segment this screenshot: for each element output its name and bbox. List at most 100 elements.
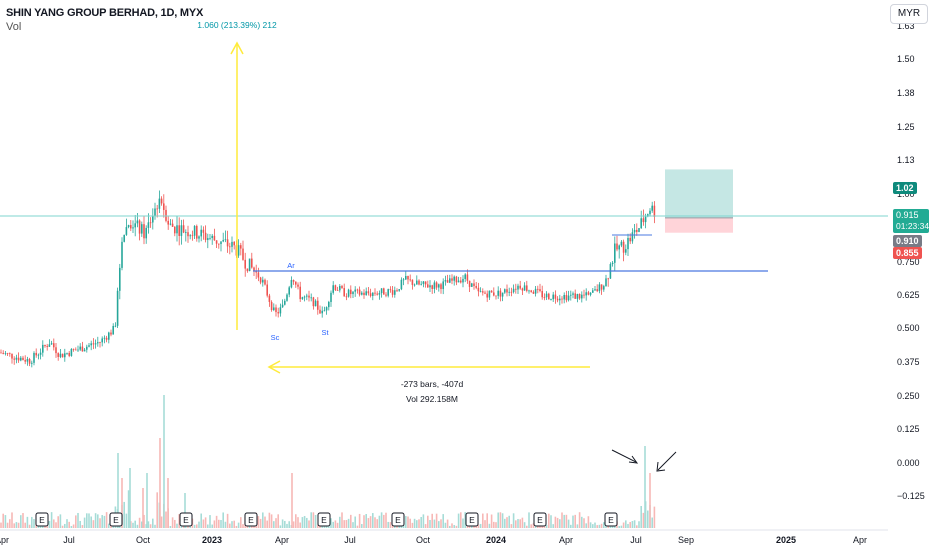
- volume-spike: [121, 478, 123, 528]
- candle-body: [207, 238, 209, 240]
- candle-body: [26, 359, 29, 362]
- volume-bar: [561, 512, 563, 528]
- volume-bar: [332, 521, 334, 528]
- candle-body: [20, 357, 22, 361]
- candle-body: [281, 304, 284, 308]
- candle-body: [328, 301, 330, 308]
- candle-body: [530, 290, 532, 292]
- candle-body: [627, 237, 629, 250]
- price-axis-label: −0.125: [897, 491, 925, 501]
- volume-spike: [117, 453, 119, 528]
- volume-bar: [356, 525, 359, 528]
- candle-body: [149, 222, 152, 224]
- volume-bar: [72, 524, 75, 528]
- volume-bar: [4, 515, 7, 528]
- volume-bar: [275, 518, 277, 528]
- volume-bar: [209, 515, 211, 528]
- candle-body: [611, 262, 614, 265]
- candle-body: [198, 236, 200, 239]
- volume-bar: [418, 519, 420, 528]
- candle-body: [244, 259, 246, 269]
- volume-bar: [387, 521, 389, 528]
- volume-bar: [59, 514, 62, 528]
- candle-body: [352, 291, 354, 295]
- candle-body: [367, 291, 370, 294]
- volume-bar: [585, 523, 587, 528]
- volume-bar: [277, 514, 279, 528]
- volume-bar: [317, 524, 319, 528]
- volume-bar: [614, 525, 616, 528]
- candle-body: [180, 225, 183, 236]
- candle-body: [169, 223, 172, 225]
- volume-bar: [299, 522, 301, 528]
- volume-bar: [633, 520, 636, 528]
- candle-body: [495, 295, 497, 297]
- volume-bar: [94, 513, 97, 528]
- candle-body: [411, 279, 414, 285]
- volume-bar: [273, 521, 275, 528]
- volume-bar: [545, 524, 548, 528]
- volume-bar: [180, 525, 183, 528]
- volume-bar: [154, 524, 156, 528]
- candle-body: [229, 246, 231, 248]
- candle-body: [468, 280, 471, 287]
- volume-spike: [644, 446, 646, 528]
- volume-bar: [528, 512, 530, 528]
- volume-bar: [600, 523, 603, 528]
- candle-body: [383, 288, 385, 295]
- volume-bar: [519, 519, 521, 528]
- volume-bar: [259, 518, 262, 528]
- volume-bar: [204, 517, 207, 528]
- volume-bar: [574, 514, 576, 528]
- candle-body: [400, 279, 403, 290]
- candle-body: [640, 218, 642, 229]
- volume-bar: [581, 516, 583, 528]
- entry-price-tag: 0.910: [893, 235, 922, 247]
- earnings-marker: [391, 512, 405, 527]
- candle-body: [319, 309, 321, 314]
- volume-label[interactable]: Vol: [6, 21, 22, 33]
- volume-bar: [15, 522, 18, 528]
- candle-body: [301, 297, 304, 300]
- candle-body: [539, 289, 541, 292]
- volume-bar: [490, 514, 493, 528]
- volume-bar: [53, 519, 55, 528]
- candle-body: [97, 342, 99, 344]
- last-price-tag: 0.915 01:23:34: [893, 209, 929, 233]
- volume-spike: [142, 488, 144, 528]
- candle-body: [605, 278, 607, 287]
- volume-bar: [33, 519, 35, 528]
- candle-body: [138, 220, 141, 234]
- volume-bar: [134, 520, 136, 528]
- candle-body: [121, 241, 123, 268]
- price-axis-label: 0.250: [897, 391, 920, 401]
- volume-bar: [389, 522, 392, 528]
- volume-bar: [442, 514, 444, 528]
- price-axis-label: 1.38: [897, 88, 915, 98]
- candle-body: [457, 280, 460, 283]
- volume-bar: [587, 516, 590, 528]
- symbol-title[interactable]: SHIN YANG GROUP BERHAD, 1D, MYX: [6, 7, 204, 19]
- candle-body: [515, 288, 517, 290]
- candle-body: [46, 346, 48, 347]
- earnings-marker-label: E: [537, 515, 543, 525]
- candle-body: [545, 293, 548, 298]
- candle-body: [537, 288, 539, 290]
- candle-body: [321, 310, 323, 314]
- volume-bar: [97, 514, 99, 528]
- candle-body: [332, 285, 334, 293]
- time-axis-label: Sep: [678, 535, 694, 545]
- volume-bar: [510, 524, 513, 528]
- candle-body: [70, 348, 73, 356]
- volume-bar: [405, 516, 407, 528]
- volume-bar: [354, 516, 356, 528]
- volume-bar: [636, 525, 638, 528]
- currency-button[interactable]: MYR: [890, 4, 928, 24]
- candle-body: [253, 267, 255, 272]
- volume-bar: [449, 525, 451, 528]
- volume-bar: [103, 515, 106, 528]
- measure-left-arrowhead: [267, 360, 281, 374]
- candle-body: [583, 294, 585, 296]
- time-axis-label: 2024: [486, 535, 506, 545]
